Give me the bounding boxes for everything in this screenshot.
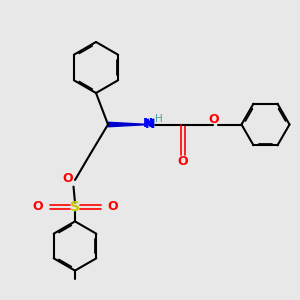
Text: O: O [32,200,43,214]
Text: H: H [154,113,162,124]
Text: S: S [70,200,80,214]
Text: H: H [147,118,156,128]
Text: N: N [145,118,155,131]
Text: O: O [107,200,118,214]
Text: O: O [177,154,188,168]
Polygon shape [108,122,150,127]
Text: O: O [208,112,219,126]
Text: N: N [143,116,154,130]
Text: O: O [62,172,73,185]
